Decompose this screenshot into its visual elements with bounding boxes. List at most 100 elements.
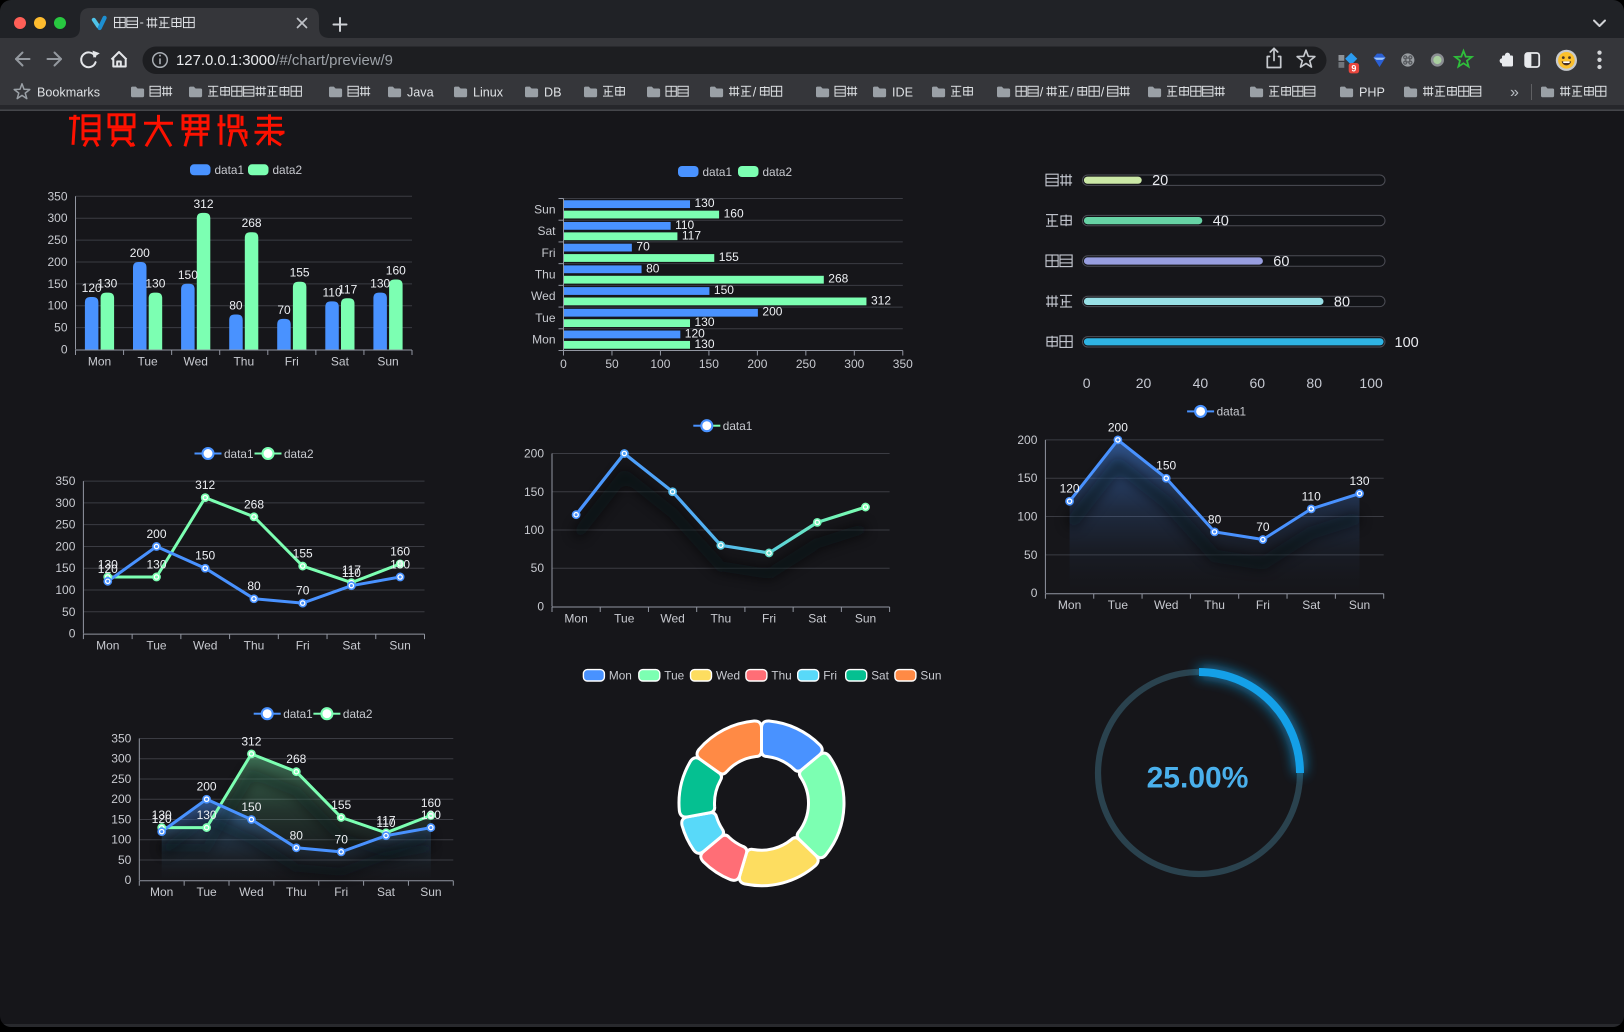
svg-text:130: 130 — [1349, 474, 1369, 488]
svg-text:80: 80 — [1306, 375, 1322, 391]
svg-text:Sun: Sun — [377, 355, 398, 369]
svg-text:Wed: Wed — [183, 355, 207, 369]
svg-text:200: 200 — [111, 792, 131, 806]
svg-text:Tue: Tue — [146, 639, 167, 653]
svg-text:Fri: Fri — [1256, 598, 1270, 612]
svg-text:100: 100 — [1359, 375, 1383, 391]
svg-text:Sun: Sun — [1349, 598, 1370, 612]
svg-text:200: 200 — [762, 305, 782, 319]
svg-text:117: 117 — [338, 282, 357, 296]
svg-text:25.00%: 25.00% — [1147, 762, 1249, 795]
svg-text:data2: data2 — [273, 163, 303, 177]
svg-text:150: 150 — [47, 277, 67, 291]
svg-text:120: 120 — [98, 562, 118, 576]
svg-text:110: 110 — [1302, 489, 1321, 503]
svg-text:9: 9 — [1351, 64, 1356, 74]
svg-text:/: / — [1101, 86, 1105, 100]
svg-text:Thu: Thu — [710, 612, 731, 626]
svg-text:50: 50 — [1024, 548, 1038, 562]
svg-text:Fri: Fri — [762, 612, 776, 626]
svg-text:150: 150 — [195, 549, 215, 563]
svg-text:0: 0 — [1083, 375, 1091, 391]
svg-text:70: 70 — [277, 303, 291, 317]
svg-text:Fri: Fri — [285, 355, 299, 369]
svg-text:200: 200 — [197, 780, 217, 794]
svg-text:50: 50 — [62, 605, 76, 619]
svg-text:Mon: Mon — [532, 333, 555, 347]
svg-text:Thu: Thu — [233, 355, 254, 369]
svg-text:Wed: Wed — [1154, 598, 1178, 612]
svg-text:80: 80 — [1208, 512, 1222, 526]
svg-text:Tue: Tue — [664, 669, 684, 683]
svg-text:200: 200 — [146, 527, 166, 541]
svg-text:350: 350 — [55, 474, 75, 488]
svg-text:0: 0 — [560, 357, 567, 371]
svg-text:50: 50 — [531, 561, 545, 575]
svg-text:268: 268 — [286, 752, 306, 766]
svg-text:Sun: Sun — [855, 612, 876, 626]
svg-text:data1: data1 — [215, 163, 245, 177]
svg-text:Tue: Tue — [137, 355, 158, 369]
svg-text:50: 50 — [605, 357, 619, 371]
svg-text:Thu: Thu — [286, 885, 307, 899]
svg-text:data1: data1 — [283, 707, 313, 721]
svg-text:268: 268 — [242, 216, 262, 230]
svg-text:130: 130 — [390, 558, 410, 572]
svg-text:Wed: Wed — [716, 669, 740, 683]
svg-text:150: 150 — [524, 485, 544, 499]
svg-text:200: 200 — [130, 246, 150, 260]
svg-text:100: 100 — [1395, 335, 1419, 351]
svg-text:110: 110 — [376, 816, 395, 830]
svg-text:155: 155 — [331, 798, 351, 812]
svg-text:150: 150 — [1017, 471, 1037, 485]
svg-text:110: 110 — [342, 566, 361, 580]
svg-text:Tue: Tue — [614, 612, 635, 626]
svg-text:/: / — [753, 86, 757, 100]
svg-text:120: 120 — [685, 326, 705, 340]
svg-text:70: 70 — [1256, 520, 1270, 534]
svg-text:Wed: Wed — [531, 289, 555, 303]
svg-text:100: 100 — [524, 523, 544, 537]
svg-text:Thu: Thu — [244, 639, 265, 653]
svg-text:Sun: Sun — [420, 885, 441, 899]
svg-text:Bookmarks: Bookmarks — [37, 86, 100, 100]
svg-text:150: 150 — [178, 268, 198, 282]
svg-text:300: 300 — [111, 752, 131, 766]
svg-text:Tue: Tue — [535, 311, 556, 325]
svg-text:data2: data2 — [343, 707, 373, 721]
svg-text:data2: data2 — [284, 447, 314, 461]
svg-text:/: / — [1070, 86, 1074, 100]
svg-text:268: 268 — [828, 272, 848, 286]
svg-text:80: 80 — [290, 828, 304, 842]
svg-text:Mon: Mon — [88, 355, 111, 369]
svg-text:Sat: Sat — [331, 355, 350, 369]
svg-text:312: 312 — [871, 293, 891, 307]
svg-text:0: 0 — [125, 873, 132, 887]
svg-text:250: 250 — [55, 518, 75, 532]
svg-text:312: 312 — [241, 734, 261, 748]
svg-text:Sun: Sun — [534, 202, 555, 216]
svg-text:Sat: Sat — [1302, 598, 1321, 612]
svg-text:130: 130 — [695, 337, 715, 351]
svg-text:0: 0 — [61, 343, 68, 357]
svg-text:160: 160 — [421, 796, 441, 810]
svg-text:-: - — [140, 16, 144, 30]
svg-text:110: 110 — [675, 218, 694, 232]
svg-text:130: 130 — [695, 315, 715, 329]
svg-text:160: 160 — [390, 544, 410, 558]
svg-text:80: 80 — [1334, 294, 1350, 310]
svg-text:80: 80 — [229, 299, 243, 313]
svg-text:Mon: Mon — [96, 639, 119, 653]
svg-text:200: 200 — [747, 357, 767, 371]
svg-text:155: 155 — [290, 266, 310, 280]
svg-text:70: 70 — [335, 832, 349, 846]
svg-text:350: 350 — [111, 732, 131, 746]
svg-text:300: 300 — [55, 496, 75, 510]
svg-text:100: 100 — [55, 583, 75, 597]
svg-text:Wed: Wed — [193, 639, 217, 653]
svg-text:Sat: Sat — [871, 669, 889, 683]
svg-text:130: 130 — [197, 808, 217, 822]
svg-text:250: 250 — [796, 357, 816, 371]
svg-text:40: 40 — [1193, 375, 1209, 391]
svg-text:150: 150 — [1156, 459, 1176, 473]
